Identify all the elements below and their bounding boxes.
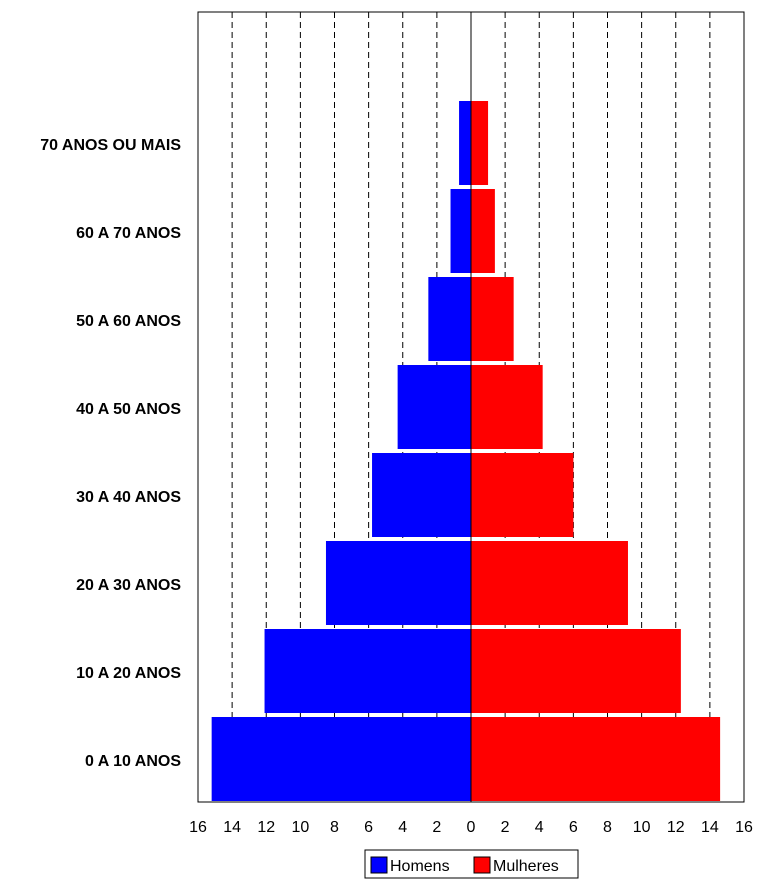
category-label-20-a-30-anos: 20 A 30 ANOS (76, 577, 181, 594)
bar-mulheres-70-anos-ou-mais (471, 101, 489, 185)
bar-mulheres-10-a-20-anos (471, 629, 681, 713)
x-tick-label: 8 (330, 819, 339, 836)
x-tick-label: 4 (535, 819, 544, 836)
x-tick-label: 12 (667, 819, 685, 836)
legend-swatch-mulheres (473, 856, 491, 874)
category-label-40-a-50-anos: 40 A 50 ANOS (76, 401, 181, 418)
legend: Homens Mulheres (364, 849, 579, 879)
legend-label-mulheres: Mulheres (493, 858, 559, 875)
bar-homens-40-a-50-anos (397, 365, 471, 449)
x-tick-label: 4 (398, 819, 407, 836)
x-tick-label: 10 (633, 819, 651, 836)
legend-label-homens: Homens (390, 858, 450, 875)
x-tick-label: 16 (189, 819, 207, 836)
x-tick-label: 10 (291, 819, 309, 836)
category-label-0-a-10-anos: 0 A 10 ANOS (85, 753, 181, 770)
bar-mulheres-0-a-10-anos (471, 717, 721, 801)
x-tick-labels: 16 14 12 10 8 6 4 2 0 2 4 6 8 10 12 14 16 (189, 819, 753, 836)
x-tick-label: 6 (364, 819, 373, 836)
bar-homens-10-a-20-anos (264, 629, 471, 713)
legend-box (364, 849, 579, 879)
category-label-70-anos-ou-mais: 70 ANOS OU MAIS (40, 137, 181, 154)
x-tick-label: 6 (569, 819, 578, 836)
category-label-10-a-20-anos: 10 A 20 ANOS (76, 665, 181, 682)
bar-homens-70-anos-ou-mais (459, 101, 471, 185)
legend-swatch-homens (370, 856, 388, 874)
bars (211, 101, 721, 801)
category-label-60-a-70-anos: 60 A 70 ANOS (76, 225, 181, 242)
bar-mulheres-30-a-40-anos (471, 453, 574, 537)
category-label-30-a-40-anos: 30 A 40 ANOS (76, 489, 181, 506)
x-tick-label: 2 (432, 819, 441, 836)
category-labels: 0 A 10 ANOS 10 A 20 ANOS 20 A 30 ANOS 30 A … (40, 137, 181, 770)
category-label-50-a-60-anos: 50 A 60 ANOS (76, 313, 181, 330)
x-tick-label: 0 (467, 819, 476, 836)
bar-mulheres-50-a-60-anos (471, 277, 514, 361)
x-tick-label: 12 (257, 819, 275, 836)
bar-mulheres-60-a-70-anos (471, 189, 495, 273)
x-tick-label: 2 (501, 819, 510, 836)
bar-mulheres-40-a-50-anos (471, 365, 543, 449)
bar-homens-0-a-10-anos (211, 717, 471, 801)
bar-homens-50-a-60-anos (428, 277, 471, 361)
x-tick-label: 8 (603, 819, 612, 836)
bar-mulheres-20-a-30-anos (471, 541, 628, 625)
bar-homens-20-a-30-anos (325, 541, 471, 625)
bar-homens-60-a-70-anos (450, 189, 471, 273)
x-tick-label: 14 (223, 819, 241, 836)
x-tick-label: 14 (701, 819, 719, 836)
x-tick-label: 16 (735, 819, 753, 836)
gridlines (231, 12, 711, 802)
plot-area-frame (197, 11, 745, 803)
bar-homens-30-a-40-anos (372, 453, 471, 537)
